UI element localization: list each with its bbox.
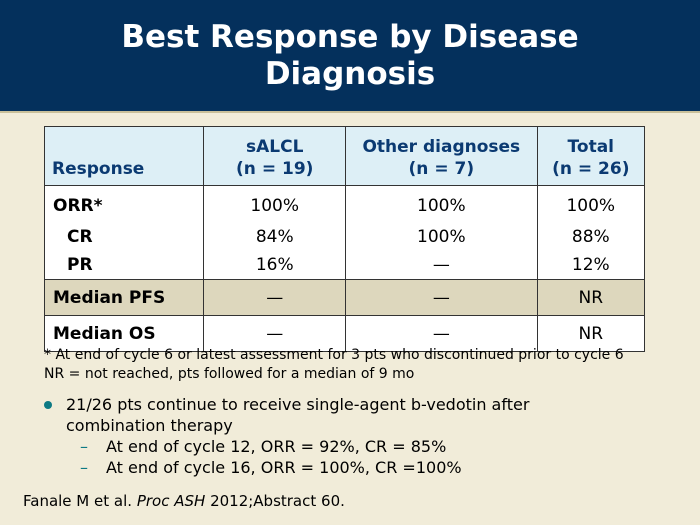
table-row-median-pfs: Median PFS — — NR [43, 279, 646, 316]
header-other-name: Other diagnoses [362, 137, 521, 157]
slide-title-line-1: Best Response by Disease [121, 18, 579, 55]
row-label: ORR* [43, 185, 205, 223]
cell-salcl: 84% [203, 223, 347, 251]
title-divider [0, 111, 700, 113]
dash-icon: – [80, 437, 88, 456]
cell-total: 12% [536, 251, 646, 280]
row-label: Median PFS [43, 279, 205, 316]
cell-other: — [345, 279, 538, 316]
citation-authors: Fanale M et al. [23, 492, 133, 510]
bullet-list: 21/26 pts continue to receive single-age… [44, 394, 664, 478]
row-label: PR [43, 251, 205, 280]
table-row-cr: CR 84% 100% 88% [43, 223, 646, 251]
header-response: Response [43, 126, 205, 186]
title-banner: Best Response by Disease Diagnosis [0, 0, 700, 111]
header-other-n: (n = 7) [408, 159, 475, 179]
citation-journal: Proc ASH [136, 492, 206, 510]
slide-title-line-2: Diagnosis [264, 55, 436, 92]
table-header-row: Response sALCL (n = 19) Other diagnoses … [43, 126, 646, 186]
cell-total: 100% [536, 185, 646, 223]
row-label: Median OS [43, 315, 205, 352]
cell-salcl: 100% [203, 185, 347, 223]
cell-total: 88% [536, 223, 646, 251]
bullet-text-line-1: 21/26 pts continue to receive single-age… [66, 395, 530, 414]
header-total-n: (n = 26) [552, 159, 630, 179]
sub-bullet-text: At end of cycle 12, ORR = 92%, CR = 85% [106, 437, 447, 456]
cell-salcl: — [203, 279, 347, 316]
cell-other: — [345, 315, 538, 352]
bullet-text-line-2: combination therapy [66, 416, 233, 435]
table-row-orr: ORR* 100% 100% 100% [43, 185, 646, 223]
bullet-item: 21/26 pts continue to receive single-age… [44, 394, 664, 436]
cell-total: NR [536, 279, 646, 316]
sub-bullet-item: – At end of cycle 12, ORR = 92%, CR = 85… [44, 436, 664, 457]
citation: Fanale M et al. Proc ASH 2012;Abstract 6… [23, 492, 345, 510]
citation-rest: 2012;Abstract 60. [210, 492, 345, 510]
sub-bullet-item: – At end of cycle 16, ORR = 100%, CR =10… [44, 457, 664, 478]
dash-icon: – [80, 458, 88, 477]
cell-salcl: 16% [203, 251, 347, 280]
header-salcl: sALCL (n = 19) [203, 126, 347, 186]
header-total: Total (n = 26) [536, 126, 646, 186]
cell-other: 100% [345, 223, 538, 251]
sub-bullet-text: At end of cycle 16, ORR = 100%, CR =100% [106, 458, 462, 477]
response-table: Response sALCL (n = 19) Other diagnoses … [43, 126, 646, 352]
header-salcl-name: sALCL [246, 137, 304, 157]
header-salcl-n: (n = 19) [236, 159, 314, 179]
table-row-pr: PR 16% — 12% [43, 251, 646, 280]
footnote-orr: * At end of cycle 6 or latest assessment… [44, 347, 624, 363]
row-label: CR [43, 223, 205, 251]
header-other: Other diagnoses (n = 7) [345, 126, 538, 186]
bullet-dot-icon [44, 401, 52, 409]
table-row-median-os: Median OS — — NR [43, 315, 646, 352]
cell-other: 100% [345, 185, 538, 223]
header-total-name: Total [567, 137, 614, 157]
cell-other: — [345, 251, 538, 280]
cell-total: NR [536, 315, 646, 352]
footnote-nr: NR = not reached, pts followed for a med… [44, 366, 415, 382]
